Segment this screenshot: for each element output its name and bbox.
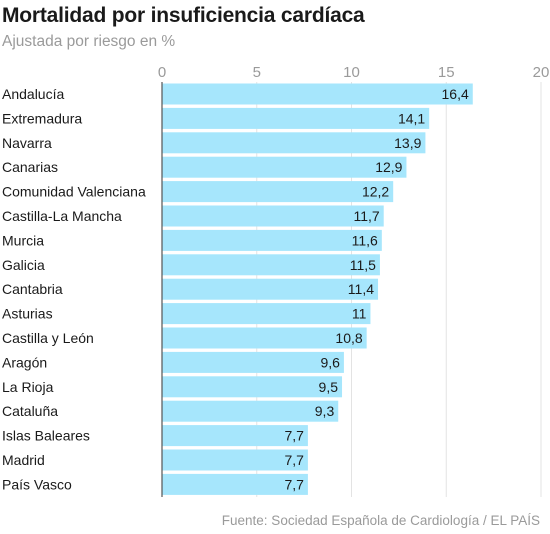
bar bbox=[162, 156, 407, 178]
category-label: Comunidad Valenciana bbox=[2, 184, 146, 200]
bar bbox=[162, 473, 308, 495]
category-label: Castilla-La Mancha bbox=[2, 208, 122, 224]
value-label: 10,8 bbox=[335, 330, 362, 346]
bar bbox=[162, 327, 367, 349]
value-label: 16,4 bbox=[442, 86, 469, 102]
category-label: Canarias bbox=[2, 159, 58, 175]
category-label: País Vasco bbox=[2, 476, 72, 492]
value-label: 14,1 bbox=[398, 110, 425, 126]
value-label: 9,3 bbox=[315, 403, 335, 419]
value-label: 12,2 bbox=[362, 184, 389, 200]
bar bbox=[162, 351, 344, 373]
value-label: 13,9 bbox=[394, 135, 421, 151]
x-tick-label: 20 bbox=[533, 64, 550, 81]
bar bbox=[162, 181, 394, 203]
value-label: 12,9 bbox=[375, 159, 402, 175]
x-axis-ticks: 0 5 10 15 20 bbox=[158, 64, 550, 81]
chart-subtitle: Ajustada por riesgo en % bbox=[2, 33, 176, 50]
value-label: 7,7 bbox=[284, 428, 304, 444]
category-label: Asturias bbox=[2, 306, 53, 322]
x-tick-label: 0 bbox=[158, 64, 166, 81]
bar bbox=[162, 400, 339, 422]
bar bbox=[162, 376, 343, 398]
source-note: Fuente: Sociedad Española de Cardiología… bbox=[221, 513, 540, 528]
bar bbox=[162, 83, 473, 105]
x-tick-label: 5 bbox=[253, 64, 261, 81]
value-label: 11,5 bbox=[350, 257, 376, 273]
bar bbox=[162, 229, 382, 251]
category-label: Murcia bbox=[2, 232, 44, 248]
category-label: Madrid bbox=[2, 452, 45, 468]
value-label: 7,7 bbox=[284, 476, 304, 492]
bar bbox=[162, 205, 384, 227]
category-label: Andalucía bbox=[2, 86, 64, 102]
category-label: Extremadura bbox=[2, 110, 82, 126]
bar bbox=[162, 254, 380, 276]
value-label: 11,6 bbox=[352, 232, 378, 248]
bar bbox=[162, 303, 371, 325]
value-label: 9,5 bbox=[319, 379, 339, 395]
category-label: Aragón bbox=[2, 354, 47, 370]
value-labels: 16,4 14,1 13,9 12,9 12,2 11,7 11,6 11,5 11,4 11 10… bbox=[284, 86, 469, 492]
category-label: Navarra bbox=[2, 135, 52, 151]
value-label: 11,7 bbox=[353, 208, 379, 224]
bars bbox=[162, 83, 473, 495]
bar bbox=[162, 278, 379, 300]
bar bbox=[162, 107, 430, 129]
category-label: Cataluña bbox=[2, 403, 58, 419]
value-label: 9,6 bbox=[320, 354, 340, 370]
x-tick-label: 10 bbox=[343, 64, 360, 81]
bar bbox=[162, 425, 308, 447]
category-labels: Andalucía Extremadura Navarra Canarias Comun… bbox=[2, 86, 146, 492]
bar bbox=[162, 449, 308, 471]
category-label: Islas Baleares bbox=[2, 428, 90, 444]
x-tick-label: 15 bbox=[438, 64, 455, 81]
category-label: Cantabria bbox=[2, 281, 63, 297]
bar bbox=[162, 132, 426, 154]
chart-title: Mortalidad por insuficiencia cardíaca bbox=[2, 4, 365, 27]
value-label: 11,4 bbox=[348, 281, 374, 297]
value-label: 11 bbox=[352, 306, 367, 322]
category-label: Castilla y León bbox=[2, 330, 94, 346]
category-label: Galicia bbox=[2, 257, 45, 273]
value-label: 7,7 bbox=[284, 452, 304, 468]
category-label: La Rioja bbox=[2, 379, 54, 395]
